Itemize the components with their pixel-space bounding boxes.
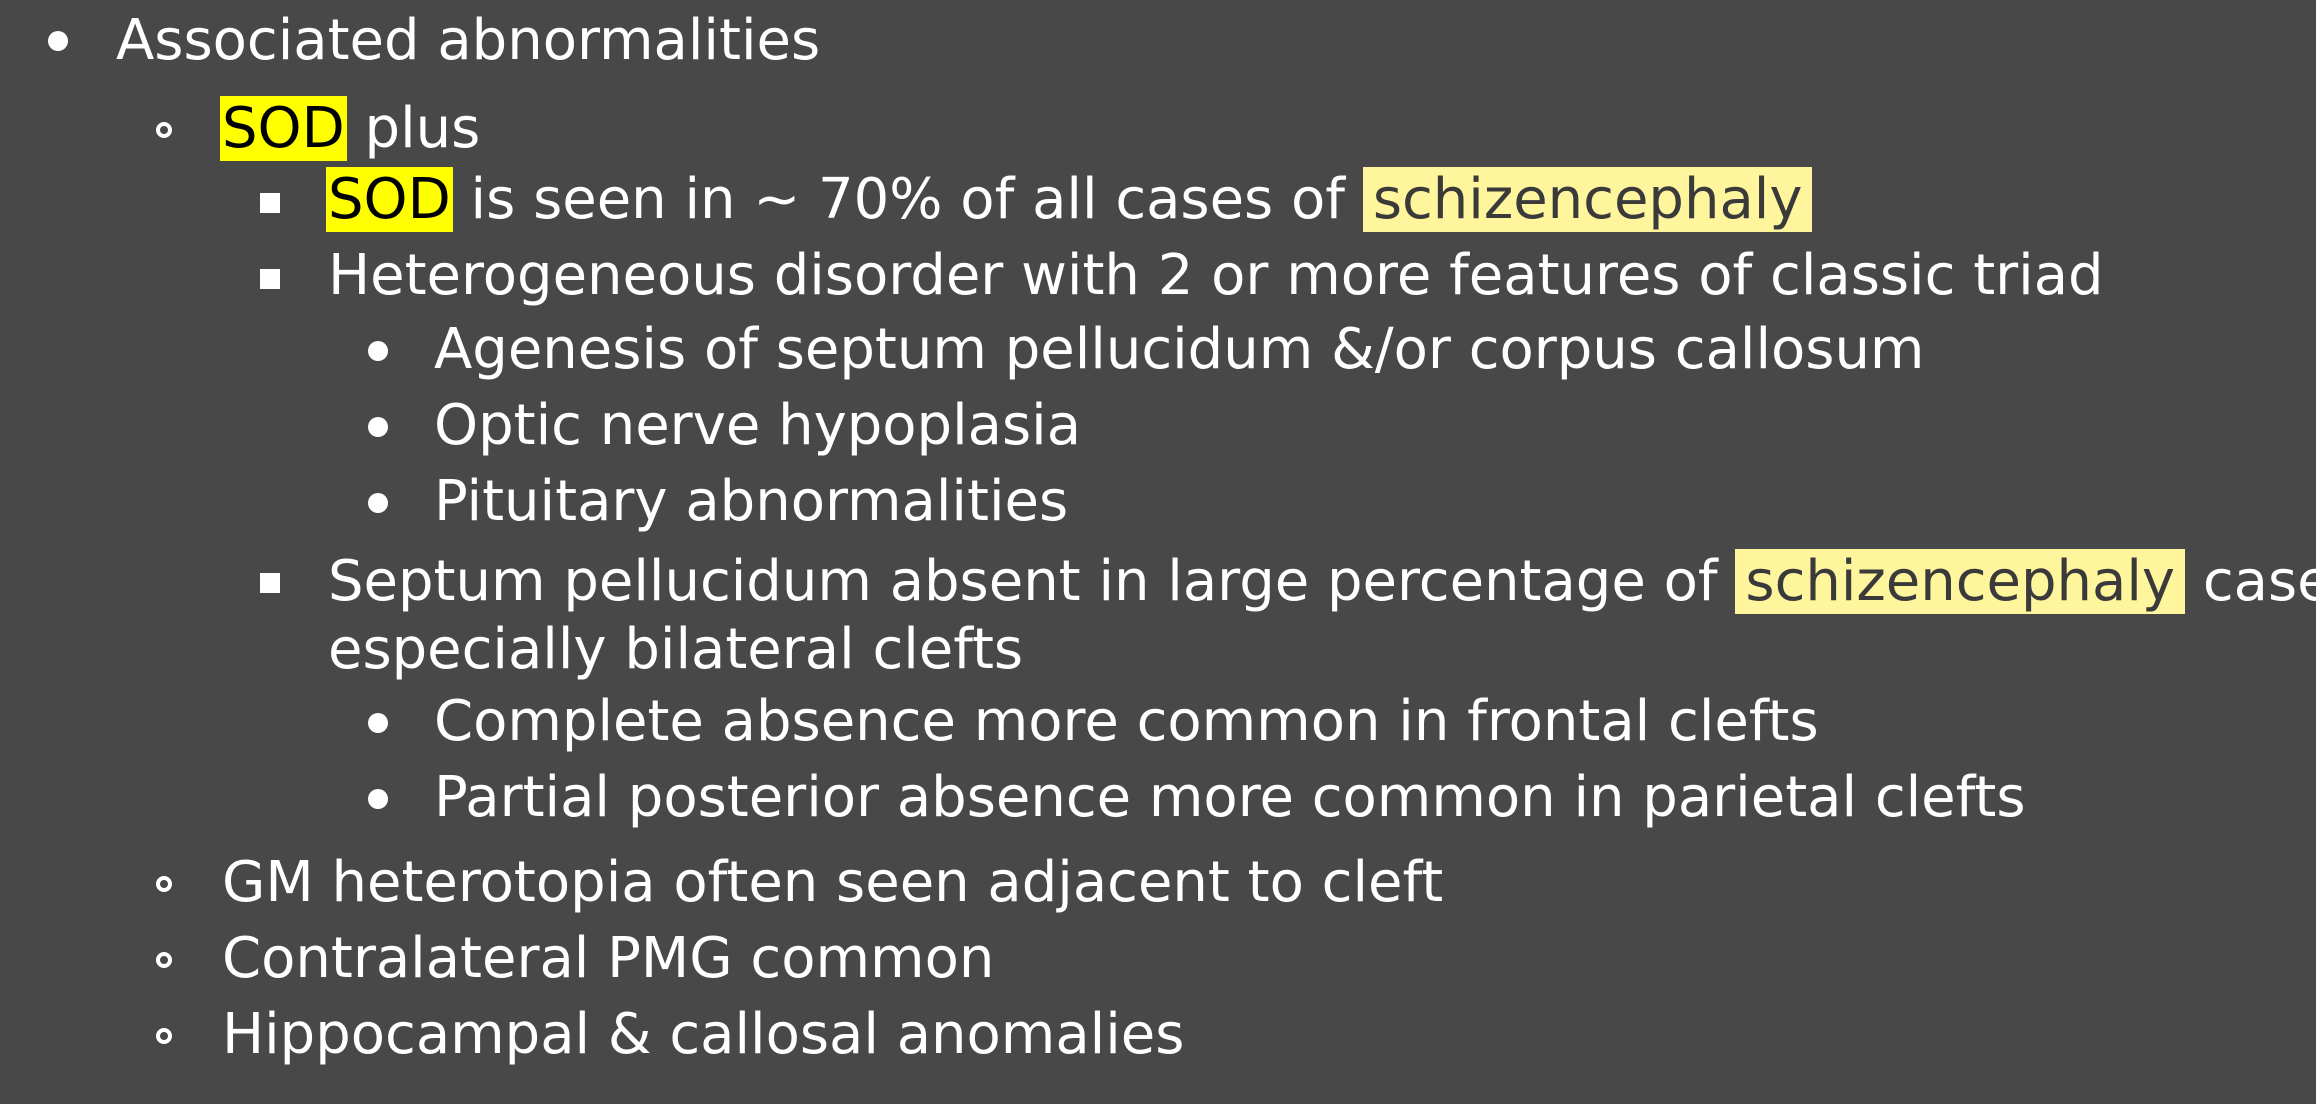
disc-bullet-icon (368, 493, 388, 513)
bullet-heterogeneous-disorder: Heterogeneous disorder with 2 or more fe… (328, 248, 2104, 304)
disc-bullet-icon (48, 31, 68, 51)
bullet-text: GM heterotopia often seen adjacent to cl… (222, 850, 1444, 915)
bullet-contralateral-pmg: Contralateral PMG common (222, 931, 994, 987)
bullet-text: Agenesis of septum pellucidum &/or corpu… (434, 317, 1925, 382)
circle-bullet-icon (156, 1028, 172, 1044)
highlighted-term-schizencephaly: schizencephaly (1362, 167, 1813, 232)
highlighted-term: SOD (326, 167, 453, 232)
bullet-septum-absent-continuation: especially bilateral clefts (328, 622, 1023, 678)
bullet-partial-absence: Partial posterior absence more common in… (434, 770, 2026, 826)
bullet-text: is seen in ~ 70% of all cases of (452, 167, 1363, 232)
bullet-complete-absence: Complete absence more common in frontal … (434, 694, 1819, 750)
bullet-text: cases, (2202, 549, 2316, 614)
bullet-agenesis: Agenesis of septum pellucidum &/or corpu… (434, 322, 1924, 378)
bullet-text: plus (346, 96, 481, 161)
bullet-text: Contralateral PMG common (222, 926, 995, 991)
bullet-text: Complete absence more common in frontal … (434, 689, 1819, 754)
highlighted-term-schizencephaly: schizencephaly (1735, 549, 2186, 614)
square-bullet-icon (260, 573, 280, 593)
disc-bullet-icon (368, 713, 388, 733)
square-bullet-icon (260, 193, 280, 213)
bullet-sod-plus: SOD plus (220, 96, 480, 161)
bullet-text: Septum pellucidum absent in large percen… (328, 549, 1736, 614)
bullet-text: Hippocampal & callosal anomalies (222, 1002, 1185, 1067)
bullet-hippocampal: Hippocampal & callosal anomalies (222, 1007, 1184, 1063)
bullet-text: Heterogeneous disorder with 2 or more fe… (328, 243, 2104, 308)
bullet-text: especially bilateral clefts (328, 617, 1024, 682)
bullet-text: Associated abnormalities (116, 8, 821, 73)
bullet-text: Pituitary abnormalities (434, 469, 1069, 534)
bullet-optic-nerve: Optic nerve hypoplasia (434, 398, 1081, 454)
bullet-septum-absent: Septum pellucidum absent in large percen… (328, 549, 2316, 614)
bullet-pituitary: Pituitary abnormalities (434, 474, 1068, 530)
disc-bullet-icon (368, 417, 388, 437)
circle-bullet-icon (156, 952, 172, 968)
disc-bullet-icon (368, 341, 388, 361)
disc-bullet-icon (368, 789, 388, 809)
bullet-text: Optic nerve hypoplasia (434, 393, 1082, 458)
bullet-text: Partial posterior absence more common in… (434, 765, 2026, 830)
circle-bullet-icon (156, 122, 172, 138)
bullet-gm-heterotopia: GM heterotopia often seen adjacent to cl… (222, 855, 1443, 911)
bullet-associated-abnormalities: Associated abnormalities (116, 13, 820, 69)
bullet-sod-seen: SOD is seen in ~ 70% of all cases of sch… (326, 167, 1813, 232)
highlighted-term: SOD (220, 96, 347, 161)
circle-bullet-icon (156, 876, 172, 892)
square-bullet-icon (260, 269, 280, 289)
